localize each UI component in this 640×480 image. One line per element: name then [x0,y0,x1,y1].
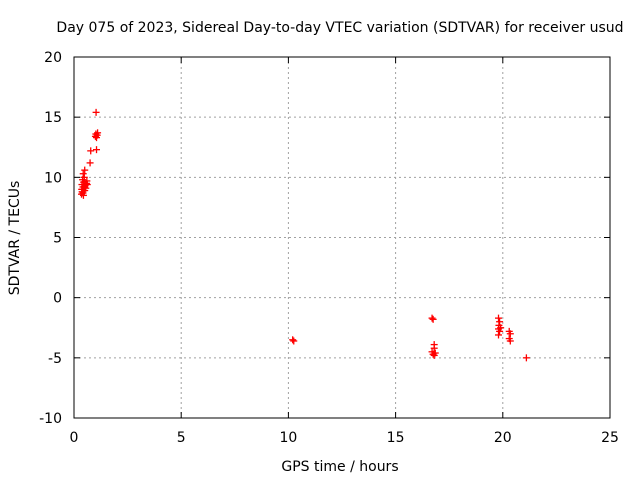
data-point [81,166,89,174]
data-point [430,344,438,352]
data-point [429,315,437,323]
x-tick-label: 0 [70,430,79,446]
data-point [86,159,94,167]
grid-lines [74,57,610,418]
x-tick-label: 15 [387,430,405,446]
y-tick-label: 5 [53,231,62,247]
x-tick-label: 25 [601,430,619,446]
y-tick-label: 10 [44,170,62,186]
data-point [289,336,297,344]
y-tick-label: 20 [44,50,62,66]
y-tick-label: 15 [44,110,62,126]
data-point [495,331,503,339]
x-tick-label: 20 [494,430,512,446]
y-axis-title: SDTVAR / TECUs [7,181,23,296]
chart-title: Day 075 of 2023, Sidereal Day-to-day VTE… [56,20,623,36]
data-point [83,181,91,189]
y-tick-label: 0 [53,291,62,307]
data-point [93,146,101,154]
y-tick-label: -10 [39,411,62,427]
data-point [506,337,514,345]
axis-ticks [73,56,611,419]
x-tick-label: 10 [279,430,297,446]
data-point [506,330,514,338]
data-point [497,324,505,332]
data-point [496,327,504,335]
data-point [94,129,102,137]
data-point [431,349,439,357]
data-point [79,191,87,199]
data-points [78,108,530,362]
x-tick-label: 5 [177,430,186,446]
data-point [93,134,101,142]
x-axis-title: GPS time / hours [281,459,398,475]
data-point [522,354,530,362]
data-point [87,147,95,155]
y-tick-label: -5 [48,351,62,367]
tick-labels: 0 5 10 15 20 25 -10 -5 0 5 10 15 20 [39,50,619,446]
data-point [290,337,298,345]
data-point [495,314,503,322]
data-point [92,108,100,116]
data-point [80,173,88,181]
data-point [428,314,436,322]
data-point [79,170,87,178]
